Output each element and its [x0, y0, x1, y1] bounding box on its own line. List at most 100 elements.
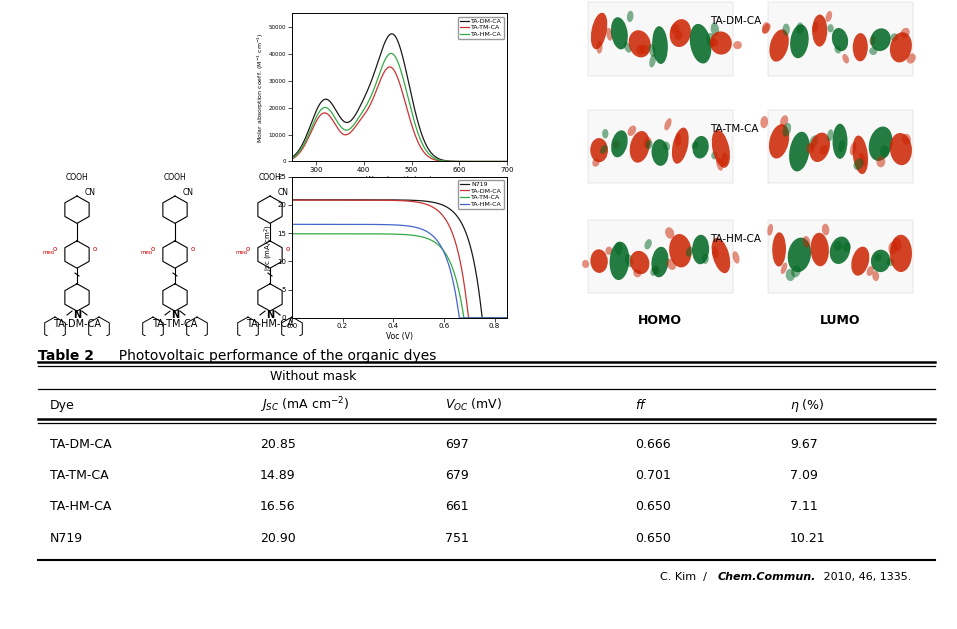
- Ellipse shape: [893, 238, 901, 251]
- Text: CN: CN: [85, 187, 96, 197]
- Text: N: N: [171, 310, 179, 320]
- Ellipse shape: [869, 126, 893, 161]
- Ellipse shape: [828, 24, 834, 32]
- Text: C. Kim  /: C. Kim /: [660, 572, 707, 582]
- Ellipse shape: [890, 133, 912, 165]
- Ellipse shape: [819, 145, 828, 155]
- Ellipse shape: [649, 55, 656, 67]
- Text: meo: meo: [235, 250, 248, 255]
- Ellipse shape: [625, 254, 633, 267]
- Text: 7.11: 7.11: [790, 501, 817, 513]
- Text: TA-HM-CA: TA-HM-CA: [50, 501, 111, 513]
- Text: TA-DM-CA: TA-DM-CA: [53, 319, 101, 328]
- Text: Table 2: Table 2: [38, 348, 94, 362]
- Ellipse shape: [871, 28, 891, 51]
- Text: TA-HM-CA: TA-HM-CA: [710, 234, 761, 244]
- Text: 7.09: 7.09: [790, 469, 818, 482]
- Ellipse shape: [612, 140, 620, 148]
- Text: COOH: COOH: [164, 174, 187, 182]
- Ellipse shape: [791, 265, 801, 277]
- Ellipse shape: [812, 14, 827, 47]
- Ellipse shape: [890, 32, 912, 62]
- Ellipse shape: [590, 138, 608, 162]
- Ellipse shape: [624, 42, 632, 53]
- Ellipse shape: [867, 266, 874, 276]
- Ellipse shape: [669, 234, 692, 267]
- Ellipse shape: [809, 135, 818, 148]
- Ellipse shape: [652, 247, 669, 277]
- Ellipse shape: [614, 242, 622, 255]
- Ellipse shape: [612, 130, 628, 157]
- Text: CN: CN: [183, 187, 194, 197]
- Text: o: o: [190, 246, 195, 252]
- Text: Chem.Commun.: Chem.Commun.: [718, 572, 816, 582]
- Ellipse shape: [906, 53, 916, 64]
- Ellipse shape: [870, 36, 876, 45]
- Ellipse shape: [711, 23, 719, 36]
- Ellipse shape: [796, 23, 804, 35]
- Ellipse shape: [592, 159, 599, 167]
- Ellipse shape: [877, 156, 885, 167]
- Text: meo: meo: [141, 250, 153, 255]
- Ellipse shape: [712, 130, 730, 168]
- Ellipse shape: [769, 124, 790, 159]
- Ellipse shape: [693, 136, 709, 159]
- Text: $V_{OC}$ (mV): $V_{OC}$ (mV): [445, 397, 502, 413]
- Ellipse shape: [710, 31, 732, 55]
- Ellipse shape: [692, 142, 699, 149]
- Text: $J_{SC}$ (mA cm$^{-2}$): $J_{SC}$ (mA cm$^{-2}$): [260, 395, 349, 415]
- Ellipse shape: [842, 54, 849, 64]
- Text: COOH: COOH: [66, 174, 88, 182]
- Ellipse shape: [834, 241, 842, 251]
- Ellipse shape: [643, 137, 652, 148]
- Ellipse shape: [832, 28, 848, 51]
- Ellipse shape: [854, 159, 863, 170]
- Ellipse shape: [811, 233, 829, 266]
- Text: 14.89: 14.89: [260, 469, 296, 482]
- Text: 751: 751: [445, 532, 469, 545]
- Ellipse shape: [835, 45, 841, 53]
- Text: o: o: [246, 246, 250, 252]
- Ellipse shape: [732, 251, 740, 264]
- Text: 679: 679: [445, 469, 469, 482]
- Ellipse shape: [706, 33, 715, 47]
- Ellipse shape: [606, 247, 612, 255]
- Ellipse shape: [871, 250, 890, 272]
- Ellipse shape: [672, 128, 689, 164]
- Ellipse shape: [833, 124, 848, 159]
- Ellipse shape: [686, 247, 693, 257]
- Ellipse shape: [670, 19, 691, 47]
- Ellipse shape: [690, 24, 711, 64]
- Ellipse shape: [611, 17, 628, 50]
- Text: 697: 697: [445, 438, 469, 451]
- Text: meo: meo: [43, 250, 56, 255]
- Text: CN: CN: [278, 187, 289, 197]
- Ellipse shape: [636, 45, 645, 55]
- Bar: [768, 109, 913, 183]
- Ellipse shape: [644, 239, 652, 250]
- Ellipse shape: [701, 253, 709, 264]
- Text: HOMO: HOMO: [638, 314, 682, 326]
- Ellipse shape: [671, 24, 679, 33]
- Text: Without mask: Without mask: [270, 370, 356, 383]
- Ellipse shape: [675, 133, 681, 146]
- Ellipse shape: [602, 129, 609, 138]
- Ellipse shape: [810, 133, 830, 162]
- Text: TA-TM-CA: TA-TM-CA: [50, 469, 109, 482]
- Text: o: o: [53, 246, 57, 252]
- Ellipse shape: [869, 47, 878, 55]
- Ellipse shape: [610, 242, 630, 280]
- Ellipse shape: [712, 238, 730, 273]
- Ellipse shape: [640, 45, 649, 54]
- Ellipse shape: [790, 25, 809, 58]
- Text: 0.666: 0.666: [635, 438, 671, 451]
- Text: 0.650: 0.650: [635, 501, 671, 513]
- Text: LUMO: LUMO: [820, 314, 860, 326]
- Ellipse shape: [711, 152, 718, 159]
- Ellipse shape: [902, 134, 911, 145]
- Ellipse shape: [652, 26, 668, 64]
- Ellipse shape: [733, 41, 742, 49]
- Ellipse shape: [790, 131, 810, 172]
- Text: TA-HM-CA: TA-HM-CA: [246, 319, 294, 328]
- Ellipse shape: [596, 41, 603, 53]
